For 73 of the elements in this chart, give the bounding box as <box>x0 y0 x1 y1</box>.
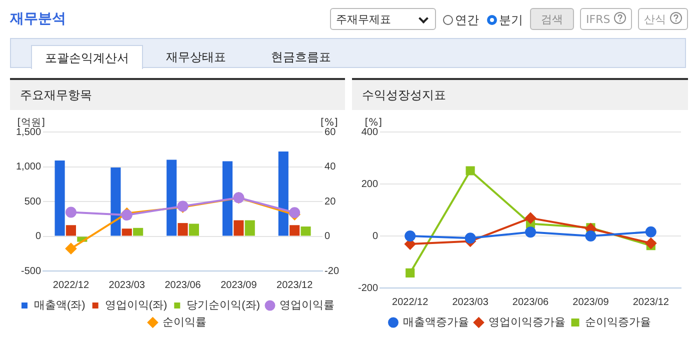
text: 분기 <box>499 13 523 27</box>
x-tick-label: 2023/03 <box>452 296 489 308</box>
bar <box>290 225 300 236</box>
legend-label: 순이익률 <box>162 316 206 329</box>
y-tick-label: 500 <box>24 196 42 208</box>
bar <box>188 224 199 236</box>
point <box>645 238 656 249</box>
y-tick-label: 1,500 <box>16 126 42 138</box>
bar <box>133 228 144 236</box>
bar <box>178 223 188 236</box>
y-axis-title: [%] <box>364 118 382 129</box>
x-tick-label: 2023/06 <box>164 280 202 291</box>
text: 재무상태표 <box>165 49 227 66</box>
x-tick-label: 2023/06 <box>512 296 550 308</box>
chart-title: 주요재무항목 <box>10 80 345 110</box>
text: 검색 <box>530 8 574 30</box>
y-axis-title: [억원] <box>17 118 46 129</box>
y-tick-label: 400 <box>361 126 378 138</box>
y-tick-label: 0 <box>35 231 42 242</box>
bar <box>110 167 121 236</box>
bar <box>222 161 233 236</box>
legend-label: 영업이익률 <box>279 300 334 312</box>
y2-tick-label: 40 <box>324 162 336 172</box>
bar <box>234 220 244 236</box>
x-tick-label: 2023/09 <box>572 296 610 308</box>
point <box>525 212 536 224</box>
y-tick-label: 200 <box>361 178 378 190</box>
x-tick-label: 2023/12 <box>632 296 670 308</box>
point <box>585 230 596 242</box>
y2-tick-label: -20 <box>324 266 340 277</box>
y2-tick-label: 20 <box>324 196 336 208</box>
x-tick-label: 2022/12 <box>392 296 429 308</box>
text: 연간 <box>455 13 479 27</box>
y-tick-label: -500 <box>21 266 42 277</box>
text: 주재무제표 <box>336 13 391 26</box>
point <box>65 243 76 254</box>
point <box>121 210 132 221</box>
bar <box>66 225 76 236</box>
text: 포괄손익계산서 <box>31 45 143 69</box>
y-tick-label: 0 <box>372 230 378 242</box>
text: 현금흐름표 <box>270 49 332 66</box>
y2-tick-label: 60 <box>324 126 336 138</box>
point <box>645 226 656 238</box>
legend-label: 매출액증가율 <box>402 316 469 329</box>
x-tick-label: 2023/12 <box>276 280 314 291</box>
legend-label: 영업이익(좌) <box>104 300 168 312</box>
legend-label: 영업이익증가율 <box>488 316 566 329</box>
legend-label: 당기순이익(좌) <box>186 300 260 312</box>
y-tick-label: -200 <box>358 282 378 294</box>
bar <box>54 160 65 236</box>
text: 산식 <box>644 13 666 26</box>
text: 재무분석 <box>10 10 66 28</box>
bar <box>166 160 177 236</box>
y2-axis-title: [%] <box>320 118 338 129</box>
bar <box>122 228 132 236</box>
y2-tick-label: 0 <box>324 231 331 242</box>
legend-label: 매출액(좌) <box>34 300 86 312</box>
point <box>525 226 536 238</box>
bar <box>300 226 311 236</box>
legend-label: 순이익증가율 <box>584 316 651 329</box>
x-tick-label: 2023/09 <box>220 280 258 291</box>
bar <box>278 151 288 236</box>
text: IFRS <box>586 13 610 26</box>
point <box>65 206 76 218</box>
point <box>406 268 415 278</box>
x-tick-label: 2023/03 <box>108 280 146 291</box>
point <box>404 230 416 242</box>
chart-title: 수익성장성지표 <box>352 80 688 110</box>
bar <box>244 220 255 236</box>
point <box>466 166 475 176</box>
point <box>464 232 476 244</box>
y-tick-label: 1,000 <box>16 162 42 172</box>
x-tick-label: 2022/12 <box>52 280 90 291</box>
